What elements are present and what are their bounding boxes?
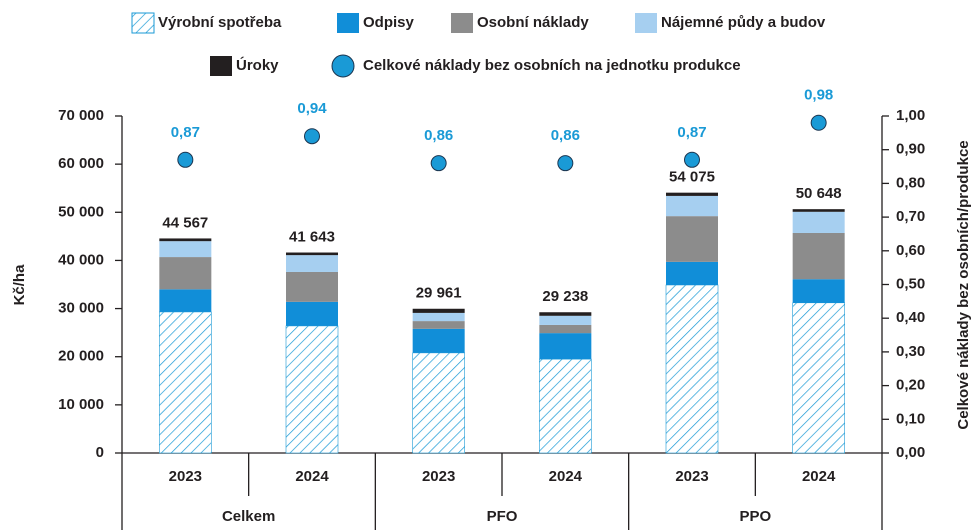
bar-segment [412, 328, 465, 353]
bar-segment [412, 321, 465, 329]
y2-tick-label: 1,00 [896, 107, 925, 124]
point-label: 0,98 [804, 87, 833, 104]
bar-segment [792, 209, 845, 212]
total-label: 41 643 [289, 228, 335, 245]
y2-tick-label: 0,50 [896, 275, 925, 292]
legend-label: Úroky [236, 56, 279, 74]
x-tick-label: 2023 [422, 468, 455, 485]
point-label: 0,86 [424, 127, 453, 144]
x-tick-label: 2024 [295, 468, 329, 485]
bar-segment [285, 325, 339, 454]
total-label: 44 567 [162, 214, 208, 231]
y-tick-label: 10 000 [58, 396, 104, 413]
legend-label: Celkové náklady bez osobních na jednotku… [363, 57, 741, 74]
bar-segment [286, 255, 338, 272]
bar-segment [539, 315, 592, 325]
legend-swatch [131, 12, 155, 34]
total-label: 29 238 [542, 288, 588, 305]
point-label: 0,94 [297, 100, 327, 117]
x-tick-label: 2023 [675, 468, 708, 485]
point-label: 0,87 [677, 124, 706, 141]
bar-segment [412, 312, 465, 322]
bar-segment [286, 252, 338, 256]
y2-tick-label: 0,30 [896, 343, 925, 360]
bar-segment [792, 302, 845, 454]
bar-segment [666, 216, 718, 262]
bar-segment [539, 358, 592, 454]
y2-tick-label: 0,70 [896, 208, 925, 225]
point [304, 128, 320, 145]
bar-segment [159, 238, 212, 242]
y2-tick-label: 0,10 [896, 410, 925, 427]
total-label: 29 961 [416, 285, 462, 302]
bar-segment [159, 257, 212, 290]
point-label: 0,86 [551, 127, 580, 144]
y2-tick-label: 0,80 [896, 174, 925, 191]
y-axis-title: Kč/ha [11, 264, 28, 306]
legend-label: Odpisy [363, 14, 415, 31]
bar-segment [539, 333, 592, 360]
bar-segment [159, 311, 212, 454]
legend-swatch [635, 13, 657, 33]
group-label: PFO [487, 508, 518, 525]
bar-segment [412, 308, 465, 313]
y-tick-label: 0 [96, 444, 104, 461]
bar-segment [286, 271, 338, 302]
y-tick-label: 30 000 [58, 300, 104, 317]
y-tick-label: 40 000 [58, 251, 104, 268]
y2-tick-label: 0,40 [896, 309, 925, 326]
bar-segment [286, 301, 338, 326]
point [177, 151, 194, 168]
point [810, 114, 827, 131]
y-tick-label: 60 000 [58, 155, 104, 172]
legend-label: Výrobní spotřeba [158, 14, 282, 31]
bar-segment [665, 284, 719, 454]
legend-label: Nájemné půdy a budov [661, 14, 826, 31]
bar-segment [539, 312, 592, 316]
bar-segment [792, 279, 845, 303]
y2-tick-label: 0,20 [896, 377, 925, 394]
x-tick-label: 2023 [169, 468, 202, 485]
bar-segment [792, 211, 845, 233]
y2-axis-title: Celkové náklady bez osobních/produkce [955, 140, 972, 429]
legend-swatch [337, 13, 359, 33]
bar-segment [539, 324, 592, 334]
x-tick-label: 2024 [549, 468, 583, 485]
legend-swatch [210, 56, 232, 76]
bar-segment [412, 352, 465, 454]
y2-tick-label: 0,60 [896, 242, 925, 259]
y-tick-label: 50 000 [58, 203, 104, 220]
point [684, 151, 700, 168]
bar-segment [159, 289, 212, 312]
point [557, 155, 574, 172]
y-tick-label: 70 000 [58, 107, 104, 124]
legend-label: Osobní náklady [477, 14, 589, 31]
legend-swatch [451, 13, 473, 33]
y2-tick-label: 0,90 [896, 141, 925, 158]
bar-segment [666, 192, 718, 196]
total-label: 50 648 [796, 185, 842, 202]
x-tick-label: 2024 [802, 468, 836, 485]
group-label: PPO [739, 508, 771, 525]
bar-segment [792, 232, 845, 280]
bar-segment [666, 195, 718, 217]
group-label: Celkem [222, 508, 275, 525]
legend-swatch [331, 54, 355, 78]
y2-tick-label: 0,00 [896, 444, 925, 461]
point [430, 155, 447, 172]
bar-segment [159, 241, 212, 258]
y-tick-label: 20 000 [58, 348, 104, 365]
total-label: 54 075 [669, 169, 715, 186]
bar-segment [666, 261, 718, 285]
point-label: 0,87 [171, 124, 200, 141]
